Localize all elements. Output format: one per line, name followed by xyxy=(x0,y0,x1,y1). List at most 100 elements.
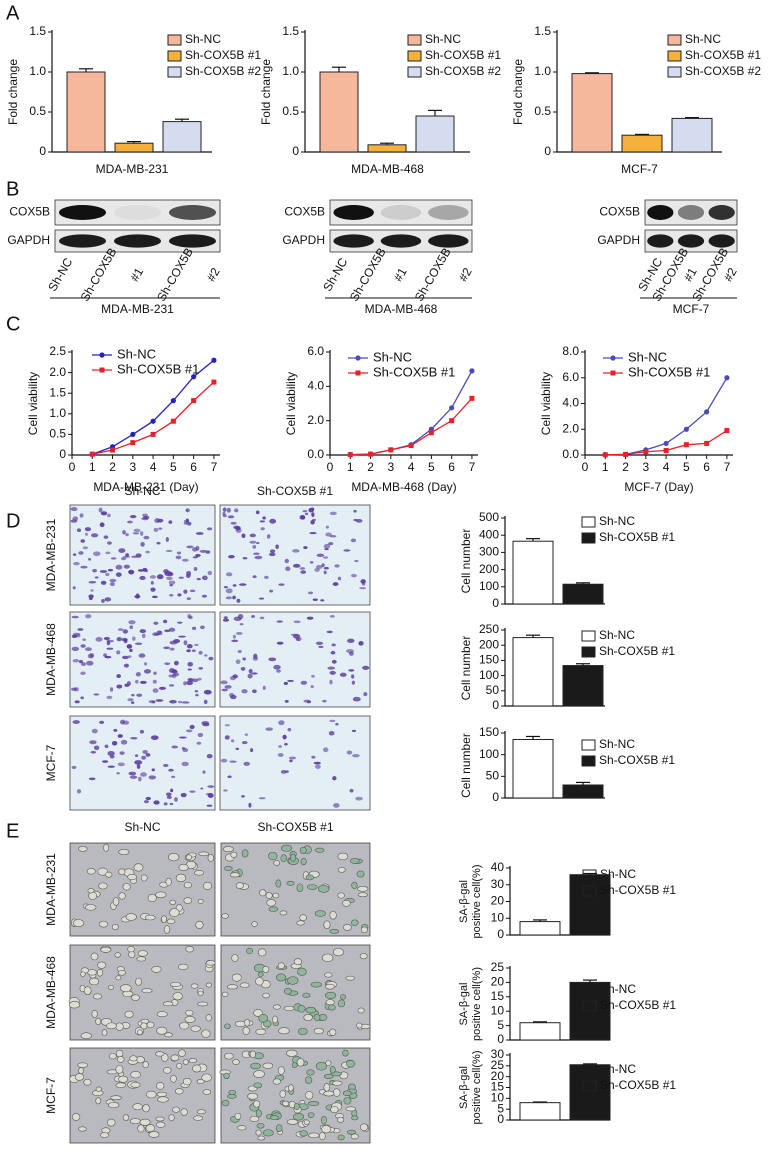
cell xyxy=(172,992,183,1001)
cell xyxy=(256,541,260,545)
blot-band xyxy=(428,234,469,248)
cell xyxy=(80,696,84,700)
cell xyxy=(163,1066,172,1074)
cell xyxy=(287,976,299,985)
cell xyxy=(183,589,188,594)
y-tick-label: 6.0 xyxy=(562,370,579,384)
cell xyxy=(166,918,176,925)
cell xyxy=(269,549,276,554)
cell xyxy=(101,598,105,603)
panel-letter: D xyxy=(6,510,20,532)
cell xyxy=(92,568,97,573)
legend-label: Sh-COX5B #1 xyxy=(599,530,675,544)
cell xyxy=(275,544,279,549)
x-axis-label: MDA-MB-468 (Day) xyxy=(351,480,456,494)
cell xyxy=(292,563,301,568)
y-tick-label: 15 xyxy=(491,989,505,1003)
cell xyxy=(337,892,345,899)
cell xyxy=(163,802,168,806)
cell xyxy=(165,536,169,542)
cell xyxy=(139,531,144,536)
cell xyxy=(306,884,318,890)
cell xyxy=(98,882,108,890)
cell xyxy=(134,754,139,757)
cell xyxy=(268,851,278,861)
cell xyxy=(78,1126,87,1132)
cell xyxy=(182,1077,192,1086)
cell xyxy=(343,1097,352,1105)
cell xyxy=(231,954,239,962)
lane-label: Sh-NC xyxy=(320,255,350,293)
cell xyxy=(254,555,263,560)
cell xyxy=(204,654,208,657)
cell xyxy=(326,630,333,634)
cell xyxy=(259,520,266,523)
cell xyxy=(112,897,120,906)
cell xyxy=(339,672,347,677)
legend-swatch xyxy=(581,516,596,528)
cell xyxy=(251,921,258,927)
x-tick-label: 5 xyxy=(428,460,435,474)
cell xyxy=(290,853,296,862)
blot-band xyxy=(58,234,107,248)
cell xyxy=(181,701,190,704)
cell xyxy=(185,1009,194,1016)
cell xyxy=(322,699,327,703)
x-axis-label: MDA-MB-468 xyxy=(351,162,424,176)
bar xyxy=(512,540,554,605)
cell xyxy=(308,507,314,513)
cell xyxy=(143,669,151,674)
cell xyxy=(72,516,79,521)
cell xyxy=(282,1100,290,1107)
bar xyxy=(571,73,613,153)
y-tick-label: 2.0 xyxy=(49,365,66,379)
cell xyxy=(186,545,194,549)
cell xyxy=(106,695,113,700)
cell xyxy=(351,674,355,679)
y-tick-label: 0 xyxy=(544,144,551,158)
cell xyxy=(234,1112,242,1120)
cell-line-label: MDA-MB-231 xyxy=(101,302,174,316)
cell xyxy=(288,1084,294,1092)
cell xyxy=(247,1092,259,1100)
cell xyxy=(278,583,285,586)
cell xyxy=(195,693,199,697)
cell xyxy=(106,1022,117,1030)
cell xyxy=(131,994,140,1001)
cell xyxy=(225,596,232,600)
cell xyxy=(95,1017,102,1025)
cell xyxy=(325,999,335,1006)
y-tick-label: 30 xyxy=(491,877,505,891)
cell xyxy=(134,594,141,599)
y-tick-label: 1.5 xyxy=(49,385,66,399)
cell xyxy=(122,883,131,891)
x-tick-label: 6 xyxy=(703,460,710,474)
cell xyxy=(168,1114,175,1122)
cell xyxy=(232,1059,240,1065)
legend-label: Sh-COX5B #1 xyxy=(185,48,261,62)
cell xyxy=(73,561,80,566)
cell xyxy=(147,893,157,903)
cell xyxy=(199,549,208,553)
point xyxy=(347,452,353,458)
cell xyxy=(80,671,86,676)
cell xyxy=(131,555,138,558)
legend-label: Sh-COX5B #1 xyxy=(117,361,199,376)
cell xyxy=(360,579,366,584)
cell xyxy=(197,732,204,738)
cell xyxy=(135,679,139,684)
cell xyxy=(174,797,178,802)
cell xyxy=(131,693,135,697)
cell xyxy=(176,1062,183,1069)
cell xyxy=(145,1124,156,1133)
cell xyxy=(99,570,108,573)
cell xyxy=(207,570,213,576)
cell xyxy=(244,733,249,736)
cell xyxy=(111,924,119,930)
image-column-label: Sh-NC xyxy=(124,820,160,834)
cell xyxy=(74,1073,85,1081)
cell xyxy=(345,1059,356,1068)
cell xyxy=(192,556,199,559)
cell xyxy=(72,553,77,556)
cell xyxy=(332,582,339,586)
